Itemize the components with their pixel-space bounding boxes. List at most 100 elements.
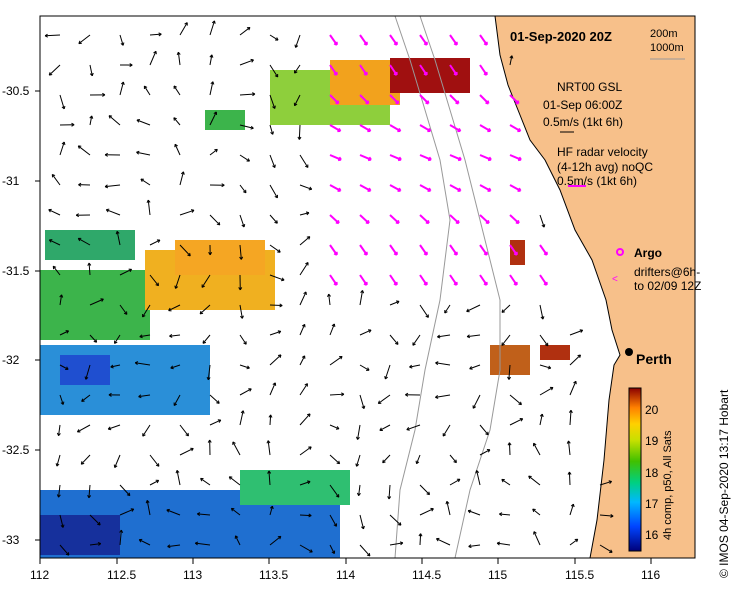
current-arrow	[329, 244, 338, 256]
current-arrow	[299, 291, 307, 306]
current-arrow	[167, 544, 181, 548]
current-arrow	[509, 184, 522, 192]
current-arrow-head	[119, 529, 122, 533]
current-arrow-head	[428, 187, 432, 192]
current-arrow	[476, 470, 481, 486]
current-arrow	[359, 544, 371, 557]
current-arrow	[468, 510, 481, 516]
current-arrow-head	[213, 111, 217, 115]
current-arrow	[119, 508, 134, 516]
current-arrow-head	[367, 367, 370, 371]
current-arrow-head	[61, 141, 65, 145]
current-arrow	[269, 124, 274, 135]
x-tick-label: 113.5	[259, 568, 289, 582]
current-arrow	[359, 244, 368, 256]
current-arrow-head	[228, 476, 231, 480]
current-arrow	[231, 507, 241, 516]
x-tick-label: 112	[30, 568, 50, 582]
current-arrow-head	[166, 509, 170, 513]
current-arrow	[419, 184, 432, 192]
current-arrow-head	[221, 183, 225, 186]
current-arrow-head	[136, 151, 140, 155]
current-arrow	[329, 64, 338, 76]
current-arrow-head	[468, 546, 472, 549]
current-arrow	[419, 64, 428, 76]
current-arrow	[435, 362, 451, 366]
current-arrow	[146, 500, 151, 516]
current-arrow	[532, 508, 541, 516]
current-arrow	[209, 111, 217, 126]
current-arrow-head	[307, 480, 311, 482]
current-arrow-head	[274, 105, 276, 109]
current-arrow-head	[518, 156, 522, 161]
current-arrow-head	[200, 478, 203, 482]
current-arrow-head	[528, 475, 531, 480]
current-arrow	[299, 324, 306, 336]
current-arrow	[175, 274, 181, 289]
current-arrow	[508, 364, 511, 380]
current-arrow-head	[336, 100, 340, 104]
current-arrow	[299, 514, 312, 517]
current-arrow	[299, 236, 311, 246]
current-arrow-head	[338, 156, 342, 161]
current-arrow	[81, 394, 91, 402]
argo-legend-marker	[616, 248, 624, 256]
current-arrow	[449, 478, 461, 486]
current-arrow-head	[475, 470, 478, 474]
current-arrow	[58, 484, 61, 498]
current-arrow-head	[102, 92, 106, 96]
current-arrow-head	[48, 209, 51, 213]
current-arrow-head	[276, 220, 278, 224]
current-arrow-head	[396, 100, 400, 104]
sst-patch-blue-deep	[60, 355, 110, 385]
current-arrow-head	[63, 105, 66, 109]
current-arrow	[77, 145, 91, 156]
current-arrow	[329, 484, 340, 498]
current-arrow-head	[98, 521, 101, 526]
current-arrow	[499, 513, 511, 516]
current-arrow-head	[363, 405, 366, 409]
current-arrow-head	[368, 127, 372, 132]
current-arrow	[239, 244, 242, 260]
current-arrow	[49, 239, 61, 246]
current-arrow	[501, 304, 511, 313]
current-arrow	[174, 144, 181, 156]
current-arrow	[85, 364, 91, 380]
current-arrow	[209, 214, 221, 226]
y-tick-label: -31	[2, 174, 20, 188]
current-arrow-head	[310, 549, 313, 553]
x-tick-label: 115.5	[565, 568, 595, 582]
current-arrow	[509, 394, 522, 406]
current-arrow	[269, 244, 281, 253]
current-arrow	[479, 184, 492, 192]
current-arrow-head	[167, 546, 171, 549]
current-arrow	[119, 268, 132, 276]
current-arrow	[110, 364, 121, 368]
sst-patch-navy	[40, 515, 120, 555]
current-arrow	[119, 530, 122, 546]
current-arrow	[599, 544, 613, 553]
current-arrow-head	[382, 461, 386, 464]
x-tick-label: 113	[183, 568, 203, 582]
current-arrow	[239, 59, 254, 66]
current-arrow-head	[48, 239, 52, 243]
current-arrow-head	[67, 552, 70, 556]
current-arrow-head	[176, 51, 179, 56]
current-arrow	[48, 209, 61, 216]
current-arrow-head	[608, 480, 612, 482]
current-arrow-head	[309, 186, 313, 190]
current-arrow-head	[105, 209, 109, 213]
current-arrow	[419, 94, 430, 105]
current-arrow	[509, 94, 520, 105]
current-arrow-head	[418, 533, 422, 537]
current-arrow	[539, 304, 544, 320]
current-arrow	[299, 544, 313, 553]
current-arrow	[138, 394, 151, 398]
current-arrow	[149, 274, 159, 287]
current-arrow	[472, 394, 481, 409]
hf-scale: 0.5m/s (1kt 6h)	[557, 174, 638, 188]
current-arrow-head	[277, 354, 282, 357]
current-arrow	[201, 274, 211, 288]
current-arrow	[466, 304, 481, 312]
